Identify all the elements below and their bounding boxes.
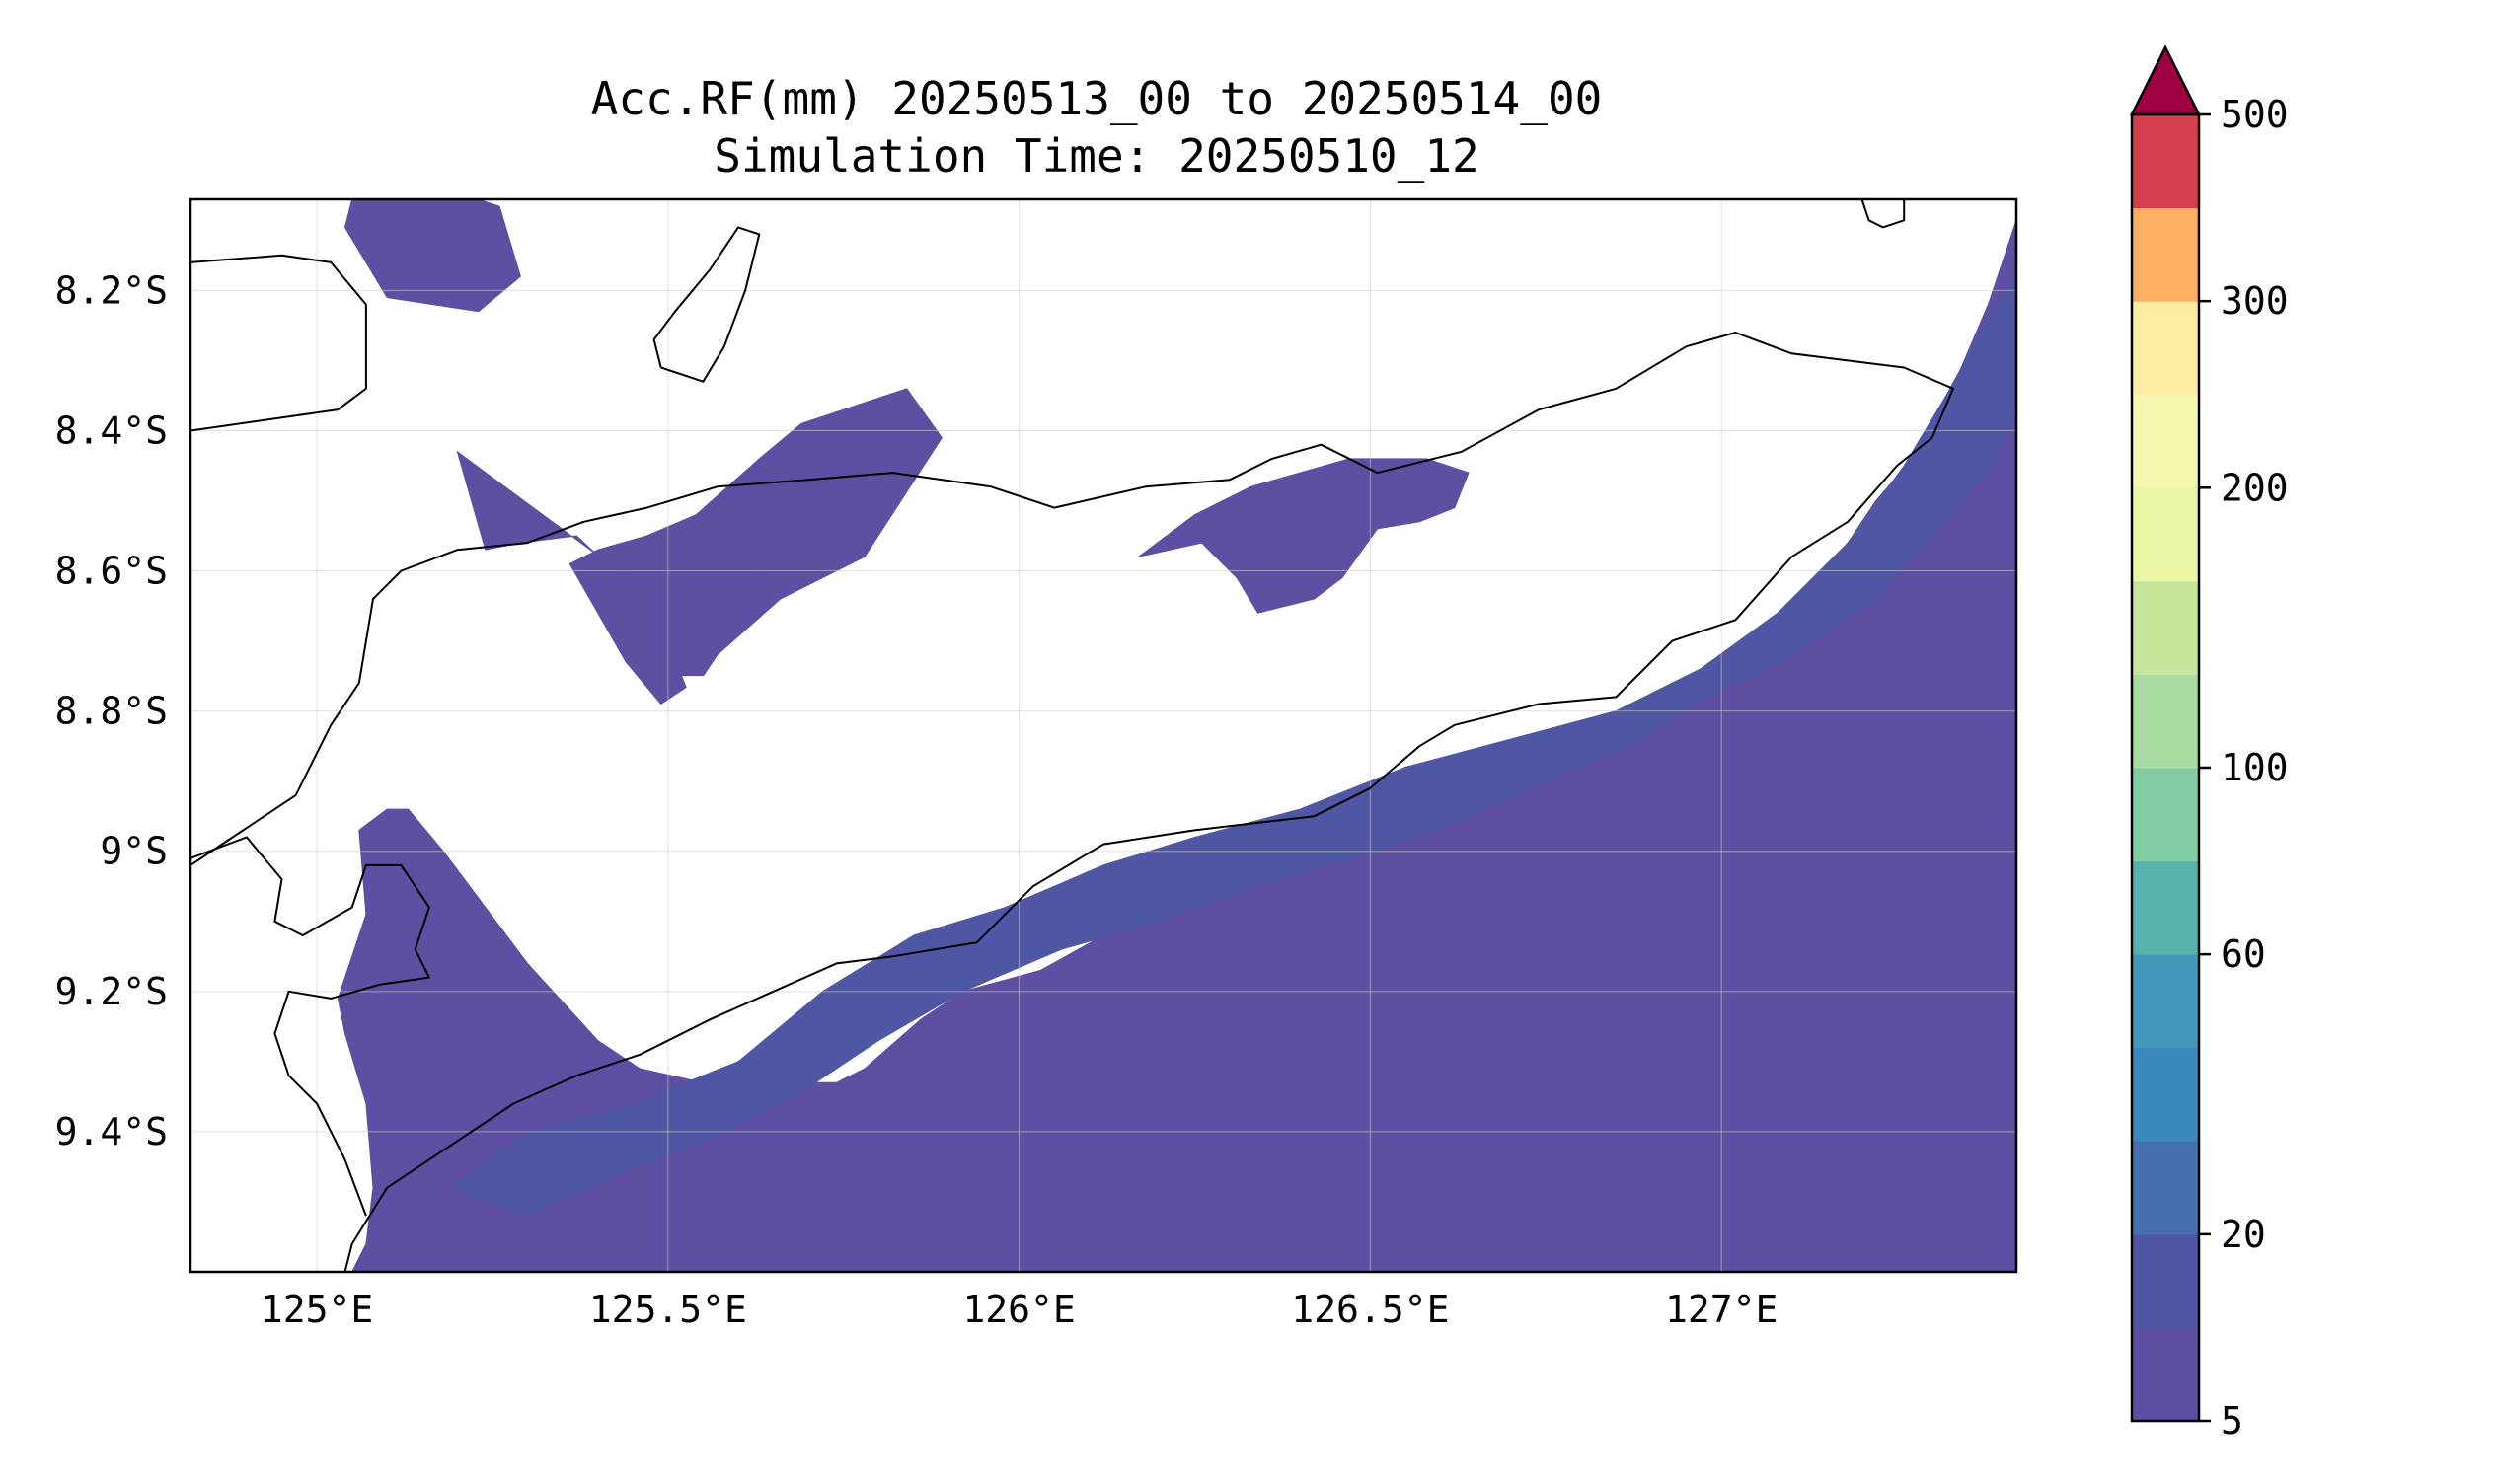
y-tick-label: 8.4°S: [55, 408, 168, 452]
map-area: [189, 197, 2018, 1274]
colorbar-tick-label: 60: [2221, 932, 2266, 976]
coastline: [1860, 199, 1906, 229]
colorbar-tick-label: 5: [2221, 1399, 2243, 1443]
coastline: [190, 254, 367, 432]
colorbar: 5 20 60 100 200 300 500: [2129, 44, 2289, 1443]
colorbar-segment: [2132, 301, 2199, 396]
colorbar-extend-arrow: [2129, 44, 2202, 116]
x-tick-label: 125°E: [261, 1288, 373, 1331]
colorbar-segment: [2132, 207, 2199, 302]
colorbar-segment: [2132, 1327, 2199, 1422]
plot-title-line2: Simulation Time: 20250510_12: [714, 129, 1478, 183]
x-tick-label: 127°E: [1665, 1288, 1778, 1331]
colorbar-tick-label: 100: [2221, 746, 2289, 789]
colorbar-tick-label: 300: [2221, 279, 2289, 323]
grid-layer: [190, 199, 2016, 1272]
colorbar-segment: [2132, 580, 2199, 676]
coastline-layer: [190, 199, 1954, 1272]
coastline: [190, 332, 1954, 1272]
x-axis-ticks: 125°E 125.5°E 126°E 126.5°E 127°E: [261, 1288, 1778, 1331]
x-tick-label: 126.5°E: [1291, 1288, 1449, 1331]
colorbar-segment: [2132, 1047, 2199, 1142]
colorbar-segment: [2132, 114, 2199, 209]
y-tick-label: 8.8°S: [55, 690, 168, 733]
colorbar-ticks: 5 20 60 100 200 300 500: [2199, 93, 2289, 1443]
rain-region-10-20: [449, 275, 2016, 1217]
rain-region-5-10: [1138, 458, 1470, 614]
colorbar-segment: [2132, 674, 2199, 769]
rain-region-5-10: [568, 388, 943, 705]
x-tick-label: 126°E: [962, 1288, 1075, 1331]
colorbar-segment: [2132, 1233, 2199, 1329]
colorbar-segments: [2132, 114, 2199, 1422]
y-tick-label: 9.2°S: [55, 970, 168, 1013]
y-tick-label: 9.4°S: [55, 1110, 168, 1153]
colorbar-tick-label: 200: [2221, 466, 2289, 509]
colorbar-segment: [2132, 768, 2199, 862]
coastline: [652, 226, 761, 383]
coastline: [190, 836, 430, 1217]
colorbar-segment: [2132, 954, 2199, 1049]
colorbar-segment: [2132, 860, 2199, 955]
y-tick-label: 9°S: [100, 830, 168, 873]
colorbar-tick-label: 20: [2221, 1213, 2266, 1256]
colorbar-segment: [2132, 394, 2199, 488]
plot-title-line1: Acc.RF(mm) 20250513_00 to 20250514_00: [591, 72, 1603, 125]
dry-area: [682, 620, 1048, 817]
colorbar-segment: [2132, 487, 2199, 582]
rain-layer: [337, 199, 2016, 1272]
colorbar-segment: [2132, 1141, 2199, 1235]
rain-region-5-10: [343, 199, 521, 313]
x-tick-label: 125.5°E: [589, 1288, 747, 1331]
y-tick-label: 8.2°S: [55, 268, 168, 312]
colorbar-tick-label: 500: [2221, 93, 2289, 136]
map-frame: [189, 197, 2018, 1274]
y-tick-label: 8.6°S: [55, 550, 168, 593]
y-axis-ticks: 8.2°S 8.4°S 8.6°S 8.8°S 9°S 9.2°S 9.4°S: [55, 268, 168, 1153]
